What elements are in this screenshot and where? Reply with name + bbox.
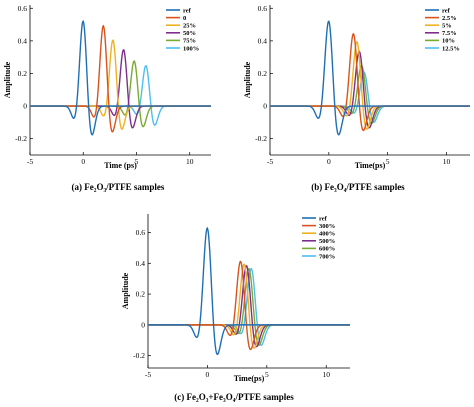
y-axis-label-b: Amplitude [243,61,252,98]
x-axis-label-a: Time (ps) [104,161,137,170]
legend-label-c: 600% [319,246,335,253]
series-line-b-10% [270,64,470,125]
x-axis-label-b: Time(ps) [355,161,386,170]
legend-label-b: 5% [442,23,452,30]
series-line-b-2.5% [270,32,470,132]
series-line-b-7.5% [270,50,470,129]
legend-label-c: 400% [319,231,335,238]
y-tick-label-c: 0.2 [136,290,146,299]
series-line-a-50% [30,48,211,129]
series-line-b-12.5% [270,71,470,123]
x-tick-label-c: 5 [265,370,269,379]
legend-label-c: ref [319,215,328,222]
y-tick-label-c: -0.2 [133,351,145,360]
y-tick-label-c: 0.4 [136,259,146,268]
y-tick-label-c: 0 [141,320,145,329]
caption-b: (b) Fe₃O₄/PTFE samples [311,182,405,192]
x-tick-label-a: 0 [81,157,85,166]
y-tick-label-b: 0 [263,102,267,111]
legend-label-a: 0 [183,15,186,22]
x-tick-label-b: 10 [443,157,451,166]
legend-label-c: 300% [319,223,335,230]
y-tick-label-a: 0.2 [18,69,28,78]
x-tick-label-c: -5 [145,370,151,379]
x-tick-label-c: 0 [206,370,210,379]
legend-label-c: 700% [319,253,335,260]
legend-label-c: 500% [319,238,335,245]
y-axis-label-a: Amplitude [3,61,12,98]
legend-label-a: 50% [183,30,196,37]
legend-label-b: 10% [442,38,455,45]
series-line-b-ref [270,20,470,136]
y-tick-label-b: 0.4 [258,36,268,45]
y-tick-label-b: 0.6 [258,4,268,13]
x-tick-label-a: -5 [27,157,33,166]
series-line-a-ref [30,20,211,136]
legend-label-b: 7.5% [442,30,457,37]
y-tick-label-a: 0 [23,102,27,111]
series-line-c-ref [148,226,350,356]
series-line-b-5% [270,40,470,130]
y-tick-label-a: 0.4 [18,36,28,45]
legend-label-b: 12.5% [442,45,460,52]
x-tick-label-b: 5 [386,157,390,166]
y-axis-label-c: Amplitude [121,272,130,309]
caption-c: (c) Fe₂O₃+Fe₃O₄/PTFE samples [174,392,294,402]
series-line-a-25% [30,39,211,130]
y-tick-label-b: 0.2 [258,69,268,78]
legend-label-a: 25% [183,23,196,30]
legend-label-b: ref [442,7,451,14]
legend-label-b: 2.5% [442,15,457,22]
x-tick-label-b: 0 [327,157,331,166]
x-tick-label-a: 10 [186,157,194,166]
x-tick-label-a: 5 [135,157,139,166]
y-tick-label-a: -0.2 [15,134,27,143]
y-tick-label-a: 0.6 [18,4,28,13]
y-tick-label-c: 0.6 [136,228,146,237]
legend-label-a: 75% [183,38,196,45]
legend-label-a: ref [183,7,192,14]
x-tick-label-b: -5 [267,157,273,166]
x-axis-label-c: Time(ps) [234,374,265,383]
x-tick-label-c: 10 [322,370,330,379]
caption-a: (a) Fe₂O₃/PTFE samples [72,182,165,192]
legend-label-a: 100% [183,45,199,52]
y-tick-label-b: -0.2 [255,134,267,143]
